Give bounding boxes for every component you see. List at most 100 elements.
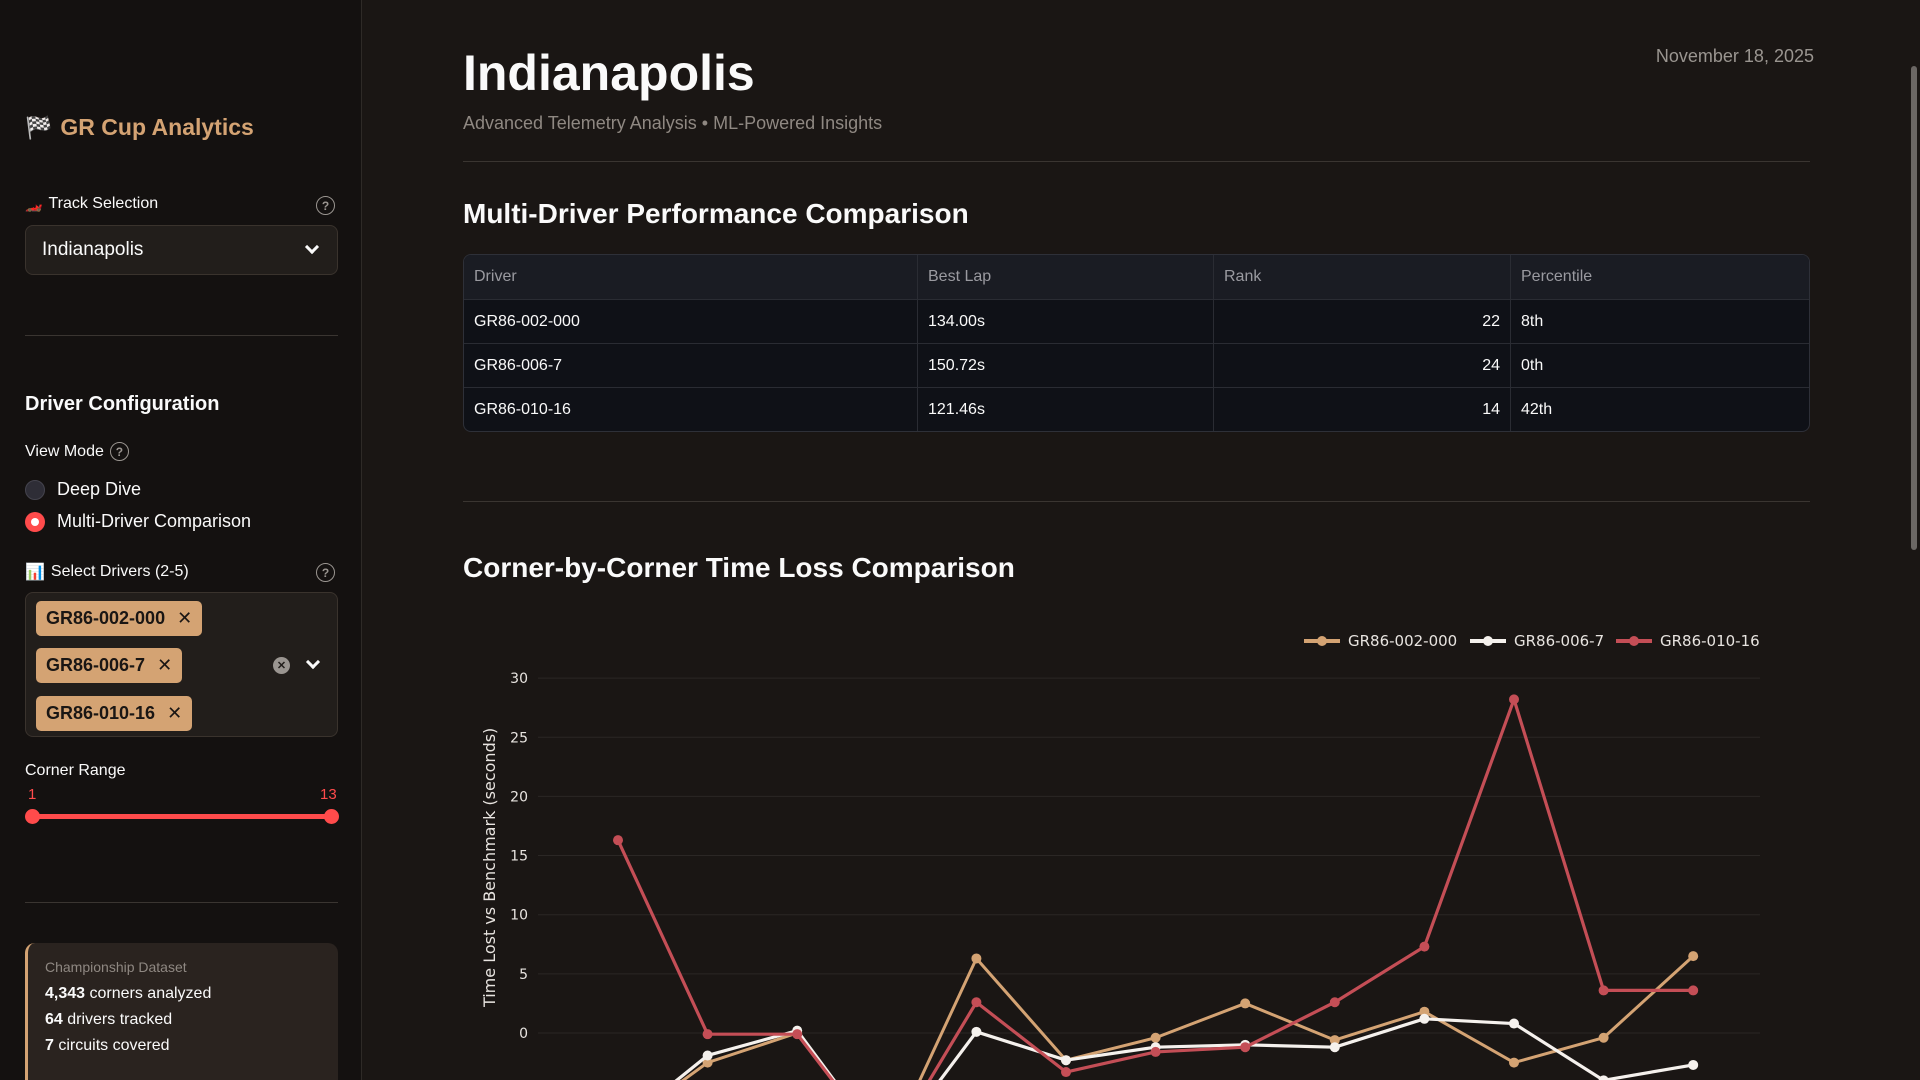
race-car-icon: 🏎️ <box>25 195 43 212</box>
radio-circle[interactable] <box>25 479 45 500</box>
select-drivers-help-icon[interactable]: ? <box>316 563 335 582</box>
brand: 🏁 GR Cup Analytics <box>25 114 254 141</box>
sidebar: 🏁 GR Cup Analytics 🏎️ Track Selection ? … <box>0 0 362 1080</box>
table-row: GR86-006-7 150.72s 24 0th <box>464 343 1809 387</box>
data-point <box>1240 998 1251 1009</box>
data-point <box>613 835 623 846</box>
dataset-desc: circuits covered <box>53 1037 170 1054</box>
dataset-line: 64 drivers tracked <box>45 1011 338 1029</box>
clear-all-icon[interactable]: ✕ <box>273 657 290 674</box>
radio-circle-selected[interactable] <box>25 511 45 532</box>
data-point <box>1419 1006 1430 1017</box>
driver-config-heading: Driver Configuration <box>25 393 220 415</box>
dataset-desc: drivers tracked <box>62 1011 173 1028</box>
slider-min-value: 1 <box>28 786 37 803</box>
data-point <box>1509 1057 1519 1068</box>
table-header-row: Driver Best Lap Rank Percentile <box>464 255 1809 299</box>
bar-chart-icon: 📊 <box>25 564 45 581</box>
dataset-count: 7 <box>45 1037 54 1054</box>
radio-label: Deep Dive <box>57 479 142 499</box>
data-point <box>1240 1042 1251 1053</box>
chip-label: GR86-010-16 <box>46 703 156 723</box>
corner-range-slider[interactable] <box>33 814 331 819</box>
driver-cell: GR86-002-000 <box>464 300 918 343</box>
corner-range-text: Corner Range <box>25 762 126 779</box>
rank-cell: 22 <box>1214 300 1511 343</box>
legend-label: GR86-002-000 <box>1348 632 1457 650</box>
report-date: November 18, 2025 <box>1655 46 1814 66</box>
data-point <box>792 1029 803 1040</box>
legend-swatch-marker <box>1483 636 1493 646</box>
remove-chip-icon[interactable]: ✕ <box>157 655 173 675</box>
data-point <box>1509 694 1519 705</box>
driver-chip: GR86-002-000 ✕ <box>36 601 203 636</box>
slider-min-handle[interactable] <box>25 809 40 824</box>
series-line-GR86-010-16 <box>616 697 1694 1080</box>
comparison-heading: Multi-Driver Performance Comparison <box>463 198 969 229</box>
y-tick-label: 15 <box>510 849 528 865</box>
brand-title: GR Cup Analytics <box>60 114 254 140</box>
section-divider <box>463 501 1810 502</box>
radio-deep-dive[interactable]: Deep Dive <box>25 479 141 500</box>
data-point <box>1688 1059 1699 1070</box>
data-point <box>1150 1046 1161 1057</box>
chip-label: GR86-002-000 <box>46 608 166 628</box>
slider-max-handle[interactable] <box>324 809 339 824</box>
data-point <box>1329 1035 1340 1046</box>
column-header[interactable]: Best Lap <box>918 255 1214 299</box>
data-point <box>702 1050 713 1061</box>
sidebar-divider <box>25 902 338 903</box>
y-tick-label: 5 <box>519 967 528 983</box>
legend-swatch-marker <box>1317 636 1327 646</box>
page-subtitle: Advanced Telemetry Analysis • ML-Powered… <box>463 113 883 133</box>
comparison-table[interactable]: Driver Best Lap Rank Percentile GR86-002… <box>463 254 1810 432</box>
rank-cell: 24 <box>1214 344 1511 387</box>
column-header[interactable]: Percentile <box>1521 268 1593 285</box>
legend-label: GR86-010-16 <box>1660 632 1760 650</box>
view-mode-help-icon[interactable]: ? <box>109 442 129 461</box>
track-select-value: Indianapolis <box>42 239 144 260</box>
best-lap-cell: 134.00s <box>918 300 1214 343</box>
driver-chip: GR86-006-7 ✕ <box>36 648 183 683</box>
dataset-info-card: Championship Dataset 4,343 corners analy… <box>25 943 338 1080</box>
main-content: Indianapolis Advanced Telemetry Analysis… <box>363 0 1920 1080</box>
data-point <box>1509 1018 1519 1029</box>
chevron-down-icon[interactable] <box>305 654 321 670</box>
chevron-down-icon[interactable] <box>304 239 320 255</box>
time-loss-line-chart[interactable]: 0 5 10 15 20 25 30 Time Lost vs Benchmark (seco… <box>463 610 1810 1080</box>
dataset-desc: corners analyzed <box>85 985 212 1002</box>
radio-label: Multi-Driver Comparison <box>57 511 252 531</box>
data-point <box>1061 1067 1071 1078</box>
dataset-count: 4,343 <box>45 985 86 1002</box>
dataset-line: 7 circuits covered <box>45 1037 338 1055</box>
data-point <box>1419 1013 1430 1024</box>
driver-cell: GR86-006-7 <box>464 344 918 387</box>
rank-cell: 14 <box>1214 388 1511 431</box>
radio-multi-driver[interactable]: Multi-Driver Comparison <box>25 511 251 532</box>
driver-multiselect[interactable]: GR86-002-000 ✕ GR86-006-7 ✕ GR86-010-16 … <box>25 592 338 737</box>
data-point <box>1598 1032 1609 1043</box>
percentile-cell: 8th <box>1521 312 1544 330</box>
remove-chip-icon[interactable]: ✕ <box>177 608 193 628</box>
track-help-icon[interactable]: ? <box>316 196 335 215</box>
data-point <box>1329 997 1340 1008</box>
y-tick-label: 0 <box>519 1026 528 1042</box>
data-point <box>1688 985 1699 996</box>
dataset-title: Championship Dataset <box>45 959 187 975</box>
page-scrollbar[interactable] <box>1911 66 1917 550</box>
driver-chip: GR86-010-16 ✕ <box>36 696 193 731</box>
header-divider <box>463 161 1810 162</box>
track-select[interactable]: Indianapolis <box>25 225 338 275</box>
page-title: Indianapolis <box>463 45 755 101</box>
dataset-line: 4,343 corners analyzed <box>45 985 338 1003</box>
corner-range-label: Corner Range <box>25 762 126 780</box>
remove-chip-icon[interactable]: ✕ <box>167 703 183 723</box>
column-header[interactable]: Driver <box>464 255 918 299</box>
sidebar-divider <box>25 335 338 336</box>
best-lap-cell: 150.72s <box>918 344 1214 387</box>
y-tick-label: 30 <box>510 671 528 687</box>
percentile-cell: 42th <box>1521 400 1553 418</box>
y-tick-label: 10 <box>510 908 528 924</box>
column-header[interactable]: Rank <box>1214 255 1511 299</box>
